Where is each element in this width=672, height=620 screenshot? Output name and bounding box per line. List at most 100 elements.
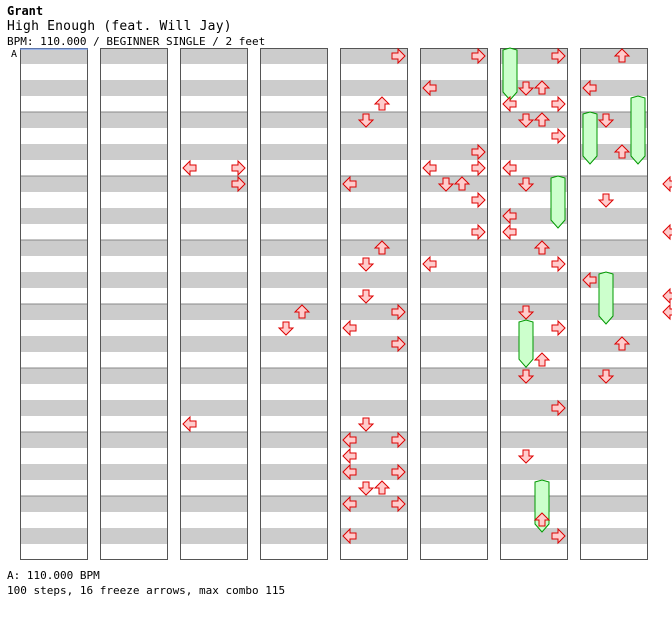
beat-stripe <box>420 400 488 416</box>
beat-stripe <box>420 496 488 512</box>
step-arrow-down <box>357 113 375 128</box>
beat-stripe <box>180 176 248 192</box>
step-stats: 100 steps, 16 freeze arrows, max combo 1… <box>7 584 286 597</box>
step-arrow-up <box>293 304 311 319</box>
beat-stripe <box>580 208 648 224</box>
beat-stripe <box>580 80 648 96</box>
step-arrow-left <box>502 223 517 241</box>
column-border <box>340 48 408 560</box>
beat-stripe <box>580 464 648 480</box>
beat-stripe <box>500 432 568 448</box>
beat-stripe <box>340 240 408 256</box>
step-arrow-left <box>422 159 437 177</box>
step-arrow-down <box>357 257 375 272</box>
song-title: High Enough (feat. Will Jay) <box>7 19 232 34</box>
step-arrow-down <box>357 417 375 432</box>
beat-stripe <box>20 400 88 416</box>
step-arrow-right <box>551 399 566 417</box>
beat-stripe <box>100 528 168 544</box>
bpm-marker-label: A <box>11 49 17 60</box>
step-arrow-left <box>342 463 357 481</box>
beat-stripe <box>420 240 488 256</box>
beat-stripe <box>420 48 488 64</box>
step-arrow-down <box>357 481 375 496</box>
step-arrow-down <box>517 305 535 320</box>
beat-stripe <box>420 432 488 448</box>
step-arrow-left <box>182 415 197 433</box>
step-arrow-up <box>453 176 471 191</box>
beat-stripe <box>180 368 248 384</box>
step-arrow-down <box>597 193 615 208</box>
step-arrow-right <box>471 143 486 161</box>
beat-stripe <box>100 272 168 288</box>
beat-stripe <box>20 368 88 384</box>
beat-stripe <box>340 528 408 544</box>
beat-stripe <box>260 432 328 448</box>
freeze-arrow-right <box>630 95 646 165</box>
beat-stripe <box>100 144 168 160</box>
beat-stripe <box>100 336 168 352</box>
step-arrow-right <box>391 47 406 65</box>
step-arrow-right <box>551 527 566 545</box>
beat-stripe <box>100 432 168 448</box>
beat-stripe <box>340 208 408 224</box>
beat-stripe <box>100 304 168 320</box>
beat-stripe <box>340 176 408 192</box>
step-arrow-right <box>391 335 406 353</box>
beat-stripe <box>420 464 488 480</box>
beat-stripe <box>20 80 88 96</box>
step-arrow-left <box>502 207 517 225</box>
beat-stripe <box>100 240 168 256</box>
freeze-arrow-left <box>582 111 598 165</box>
step-arrow-left <box>182 159 197 177</box>
step-arrow-left <box>662 175 672 193</box>
beat-stripe <box>260 528 328 544</box>
beat-stripe <box>420 528 488 544</box>
beat-stripe <box>420 80 488 96</box>
beat-stripe <box>20 272 88 288</box>
beat-stripe <box>20 208 88 224</box>
beat-stripe <box>260 144 328 160</box>
beat-stripe <box>500 272 568 288</box>
beat-stripe <box>340 336 408 352</box>
step-arrow-up <box>533 352 551 367</box>
step-arrow-left <box>502 159 517 177</box>
beat-stripe <box>500 112 568 128</box>
beat-stripe <box>180 528 248 544</box>
column-border <box>100 48 168 560</box>
step-arrow-down <box>357 289 375 304</box>
beat-stripe <box>260 496 328 512</box>
beat-stripe <box>20 496 88 512</box>
beat-stripe <box>20 48 88 64</box>
beat-stripe <box>260 48 328 64</box>
beat-stripe <box>420 112 488 128</box>
beat-stripe <box>580 432 648 448</box>
beat-stripe <box>100 496 168 512</box>
step-arrow-right <box>551 47 566 65</box>
step-arrow-left <box>582 271 597 289</box>
column-border <box>260 48 328 560</box>
step-arrow-left <box>582 79 597 97</box>
step-arrow-right <box>551 95 566 113</box>
bpm-summary: A: 110.000 BPM <box>7 569 100 582</box>
beat-stripe <box>100 176 168 192</box>
beat-stripe <box>420 176 488 192</box>
beat-stripe <box>20 464 88 480</box>
beat-stripe <box>420 272 488 288</box>
beat-stripe <box>180 208 248 224</box>
column-border <box>180 48 248 560</box>
step-chart: A <box>11 47 672 560</box>
beat-stripe <box>340 432 408 448</box>
beat-stripe <box>260 368 328 384</box>
step-arrow-up <box>373 96 391 111</box>
beat-stripe <box>420 336 488 352</box>
beat-stripe <box>180 400 248 416</box>
beat-stripe <box>180 80 248 96</box>
beat-stripe <box>100 368 168 384</box>
beat-stripe <box>580 400 648 416</box>
step-arrow-right <box>551 319 566 337</box>
beat-stripe <box>580 272 648 288</box>
beat-stripe <box>180 336 248 352</box>
step-arrow-right <box>471 47 486 65</box>
step-arrow-left <box>662 287 672 305</box>
